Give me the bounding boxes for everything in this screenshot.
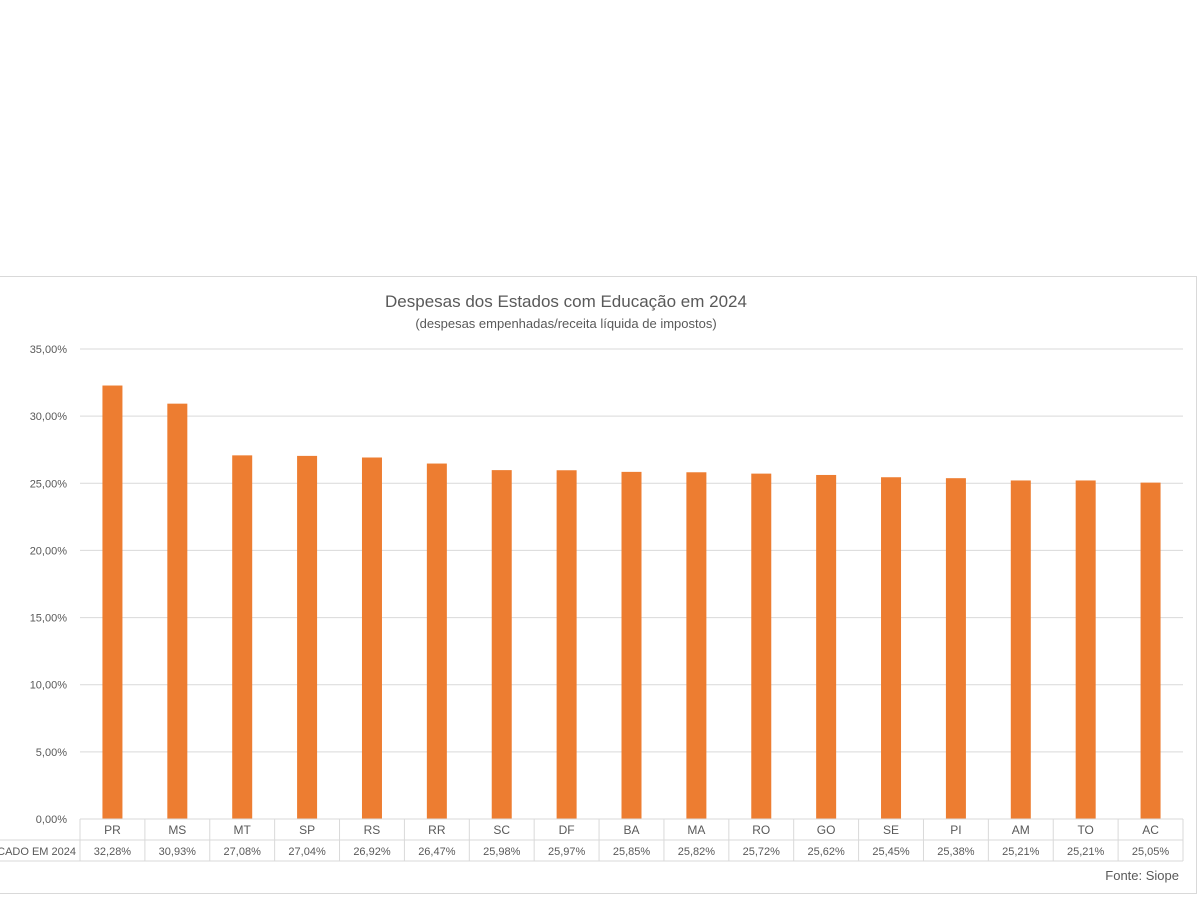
bar xyxy=(686,472,707,819)
x-tick-label: RR xyxy=(428,823,446,837)
y-tick-label: 20,00% xyxy=(30,545,68,557)
y-tick-label: 25,00% xyxy=(30,478,68,490)
x-tick-label: SE xyxy=(883,823,899,837)
x-tick-label: DF xyxy=(559,823,575,837)
table-row-label: CADO EM 2024 xyxy=(0,846,76,858)
chart-subtitle: (despesas empenhadas/receita líquida de … xyxy=(415,316,716,331)
data-label: 25,05% xyxy=(1132,846,1170,858)
data-label: 32,28% xyxy=(94,846,132,858)
data-label: 26,47% xyxy=(418,846,456,858)
data-table: PR 32,28% MS 30,93% MT 27,08% SP 27,04% RS 26,92%… xyxy=(0,818,1184,862)
y-tick-label: 30,00% xyxy=(30,411,68,423)
data-label: 25,45% xyxy=(872,846,910,858)
bar-chart: Despesas dos Estados com Educação em 202… xyxy=(0,292,1184,883)
x-tick-label: GO xyxy=(817,823,836,837)
data-label: 25,21% xyxy=(1067,846,1105,858)
x-tick-label: MT xyxy=(234,823,252,837)
data-label: 25,38% xyxy=(937,846,975,858)
x-tick-label: SP xyxy=(299,823,315,837)
data-label: 25,85% xyxy=(613,846,651,858)
source-note: Fonte: Siope xyxy=(1105,868,1179,883)
y-axis-ticks: 0,00% 5,00% 10,00% 15,00% 20,00% 25,00% 30,00%… xyxy=(30,344,68,826)
data-label: 25,21% xyxy=(1002,846,1040,858)
bar xyxy=(426,463,447,819)
y-tick-label: 0,00% xyxy=(36,814,67,826)
x-tick-label: SC xyxy=(493,823,510,837)
bar xyxy=(751,473,772,819)
bar xyxy=(297,455,318,819)
y-tick-label: 10,00% xyxy=(30,680,68,692)
x-tick-label: RS xyxy=(364,823,381,837)
data-label: 27,08% xyxy=(224,846,262,858)
bar xyxy=(556,470,577,819)
chart-title: Despesas dos Estados com Educação em 202… xyxy=(385,292,747,311)
bar xyxy=(1010,480,1031,819)
y-tick-label: 35,00% xyxy=(30,344,68,356)
bar xyxy=(945,478,966,819)
bar xyxy=(102,385,123,819)
data-label: 26,92% xyxy=(353,846,391,858)
bar xyxy=(491,470,512,819)
chart-frame: Despesas dos Estados com Educação em 202… xyxy=(0,276,1197,894)
x-tick-label: AC xyxy=(1142,823,1159,837)
x-tick-label: MA xyxy=(687,823,705,837)
data-label: 25,72% xyxy=(743,846,781,858)
x-tick-label: TO xyxy=(1077,823,1093,837)
bars xyxy=(102,385,1161,819)
y-tick-label: 15,00% xyxy=(30,613,68,625)
bar xyxy=(1140,482,1161,819)
x-tick-label: PI xyxy=(950,823,961,837)
x-tick-label: AM xyxy=(1012,823,1030,837)
bar xyxy=(881,477,902,819)
bar xyxy=(1075,480,1096,819)
y-tick-label: 5,00% xyxy=(36,747,67,759)
x-tick-label: BA xyxy=(623,823,639,837)
bar xyxy=(816,474,837,819)
bar xyxy=(232,455,253,819)
data-label: 25,98% xyxy=(483,846,521,858)
data-label: 27,04% xyxy=(288,846,326,858)
data-label: 25,82% xyxy=(678,846,716,858)
bar xyxy=(167,403,188,819)
data-label: 25,62% xyxy=(807,846,845,858)
x-tick-label: PR xyxy=(104,823,121,837)
x-tick-label: RO xyxy=(752,823,770,837)
x-tick-label: MS xyxy=(168,823,186,837)
bar xyxy=(621,471,642,819)
data-label: 25,97% xyxy=(548,846,586,858)
bar xyxy=(361,457,382,819)
data-label: 30,93% xyxy=(159,846,197,858)
